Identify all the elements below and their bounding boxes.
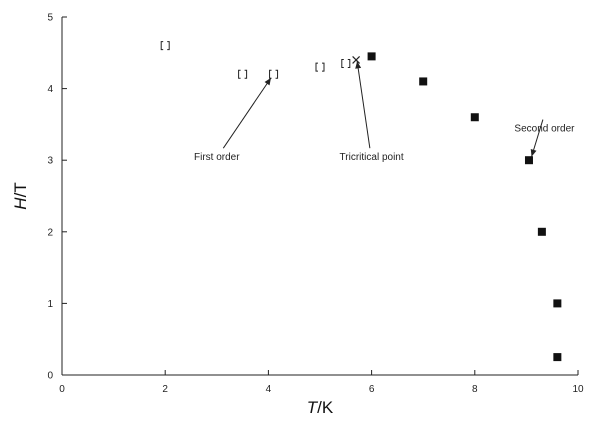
annotations: First order Tricritical point Second order	[194, 61, 575, 163]
tick-marks	[61, 16, 579, 376]
x-tick-label-6: 6	[369, 384, 375, 395]
data-point-open-square-2-outline	[269, 69, 279, 79]
annotation-first-order-arrow-line	[222, 77, 272, 149]
data-point-filled-square-0	[367, 52, 376, 61]
y-axis-title-symbol: H	[11, 197, 30, 210]
data-point-open-square-1	[238, 69, 248, 79]
y-axis-title: H/T	[11, 182, 30, 209]
y-tick-label-3: 3	[47, 156, 53, 167]
annotation-tricritical-point-arrow-head	[355, 61, 362, 69]
data-point-open-square-0	[160, 41, 170, 51]
x-tick-label-2: 2	[162, 384, 168, 395]
data-point-open-square-0-outline	[160, 41, 170, 51]
data-point-cross-0-stroke-b	[352, 56, 361, 64]
x-tick-label-8: 8	[472, 384, 478, 395]
y-axis-title-unit: /T	[11, 182, 30, 197]
x-axis-title-unit: /K	[317, 398, 334, 417]
data-point-open-square-4-outline	[341, 59, 351, 69]
y-tick-label-2: 2	[47, 227, 53, 238]
annotation-second-order-arrow-head	[530, 149, 537, 157]
x-axis-title: T/K	[307, 398, 334, 417]
tick-labels: 0 2 4 6 8 10 0 1 2 3 4 5	[47, 13, 584, 396]
annotation-first-order-label: First order	[194, 152, 240, 163]
annotation-tricritical-point-arrow-line	[356, 61, 371, 149]
y-tick-label-0: 0	[47, 371, 53, 382]
annotation-tricritical-point-label: Tricritical point	[340, 152, 404, 163]
data-point-open-square-2	[269, 69, 279, 79]
data-point-open-square-3	[315, 62, 325, 72]
data-point-open-square-1-outline	[238, 69, 248, 79]
data-point-open-square-3-outline	[315, 62, 325, 72]
data-point-open-square-4	[341, 59, 351, 69]
y-tick-label-1: 1	[47, 299, 53, 310]
x-tick-label-0: 0	[59, 384, 65, 395]
x-tick-label-10: 10	[572, 384, 584, 395]
data-point-filled-square-4	[537, 227, 546, 236]
axes	[61, 17, 578, 376]
data-point-filled-square-3	[524, 156, 533, 165]
annotation-second-order-label: Second order	[514, 124, 575, 135]
x-axis-title-symbol: T	[307, 398, 319, 417]
data-point-filled-square-6	[553, 353, 562, 362]
annotation-first-order-arrow-head	[264, 77, 271, 86]
data-point-filled-square-2	[470, 113, 479, 122]
data-point-filled-square-5	[553, 299, 562, 308]
data-point-cross-0	[352, 56, 361, 64]
y-tick-label-5: 5	[47, 13, 53, 24]
data-point-filled-square-1	[419, 77, 428, 86]
y-tick-label-4: 4	[47, 84, 53, 95]
x-tick-label-4: 4	[266, 384, 272, 395]
